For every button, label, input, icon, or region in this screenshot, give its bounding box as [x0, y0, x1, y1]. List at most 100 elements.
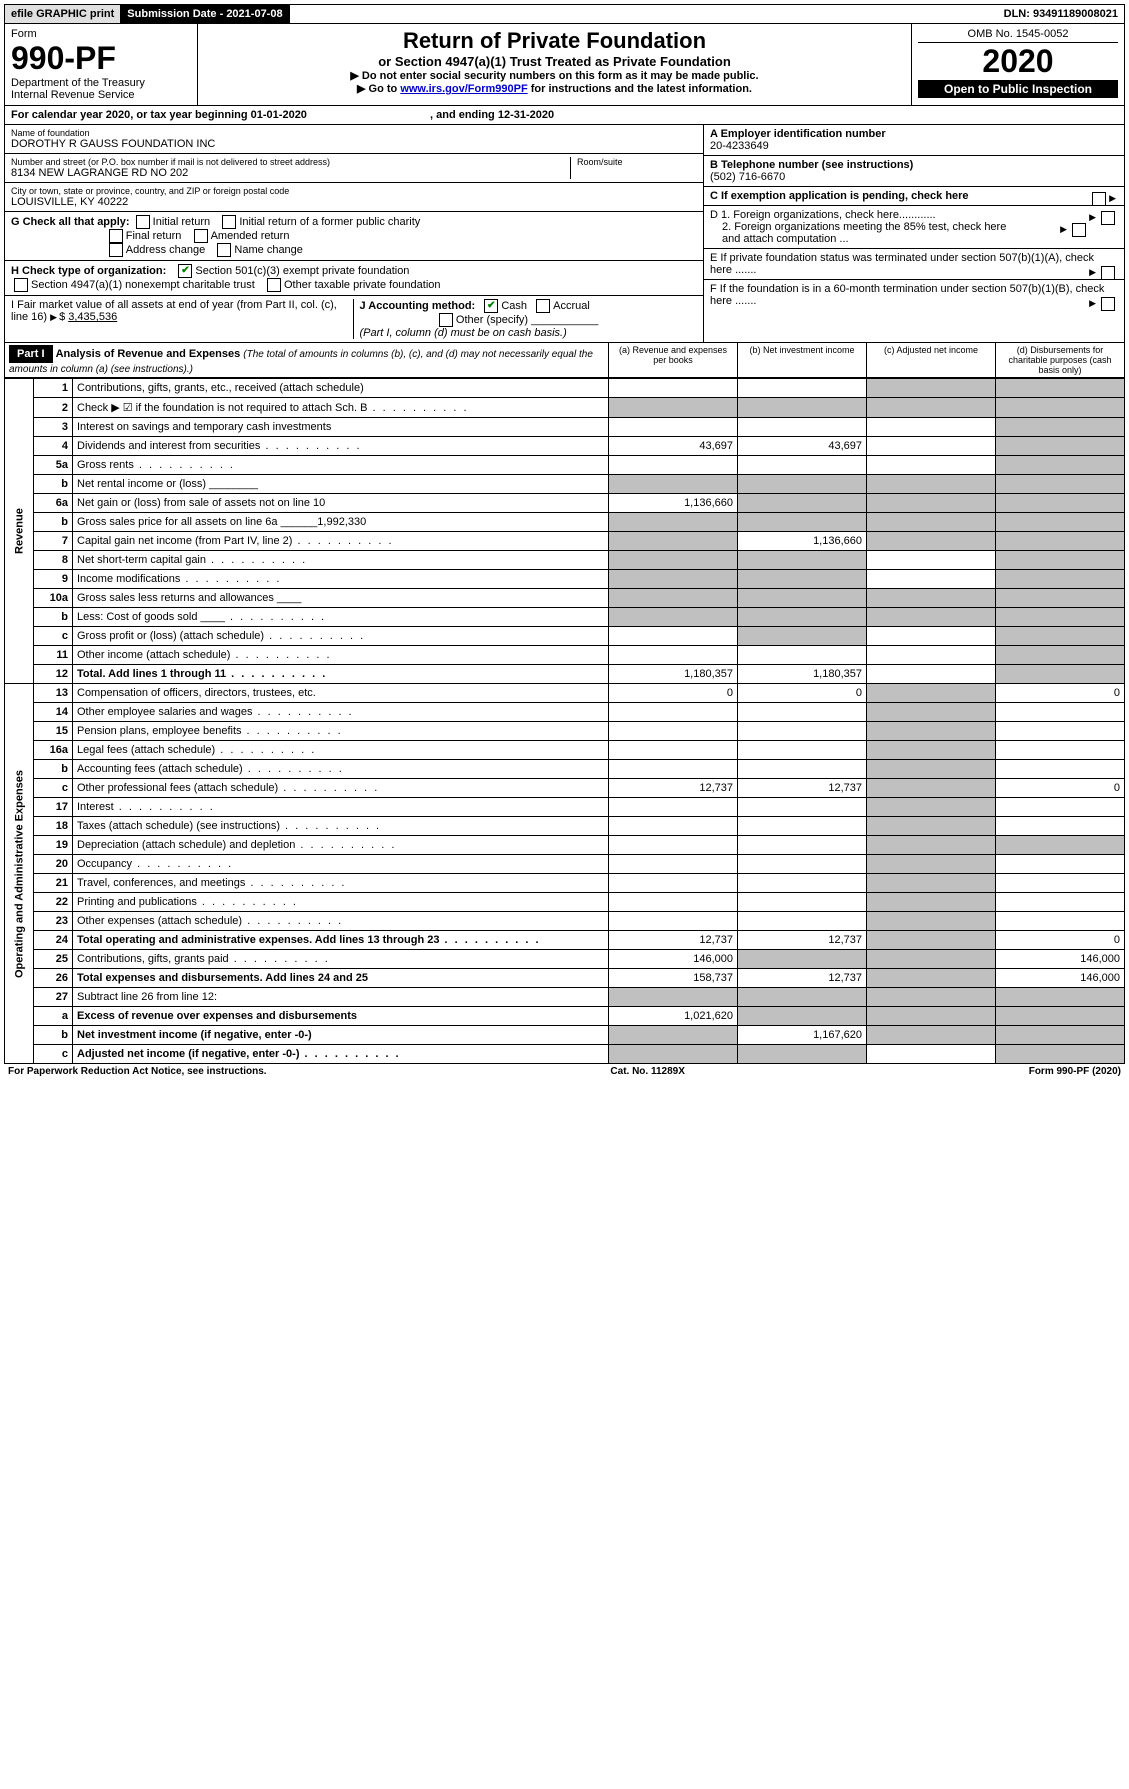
table-cell: [867, 969, 996, 988]
table-cell: [609, 1026, 738, 1045]
table-row: aExcess of revenue over expenses and dis…: [5, 1007, 1125, 1026]
table-cell: 1,167,620: [738, 1026, 867, 1045]
table-cell: [867, 950, 996, 969]
table-cell: [996, 418, 1125, 437]
chk-cash[interactable]: [484, 299, 498, 313]
table-cell: [867, 988, 996, 1007]
line-description: Total operating and administrative expen…: [73, 931, 609, 950]
table-cell: [996, 475, 1125, 494]
line-description: Printing and publications: [73, 893, 609, 912]
revenue-expense-table: Revenue1Contributions, gifts, grants, et…: [4, 378, 1125, 1064]
chk-amended[interactable]: [194, 229, 208, 243]
section-h: H Check type of organization: Section 50…: [5, 261, 703, 296]
top-bar: efile GRAPHIC print Submission Date - 20…: [4, 4, 1125, 24]
table-cell: [996, 1045, 1125, 1064]
table-row: 8Net short-term capital gain: [5, 551, 1125, 570]
col-a-head: (a) Revenue and expenses per books: [609, 343, 738, 377]
table-cell: [609, 570, 738, 589]
line-number: 18: [34, 817, 73, 836]
chk-status-terminated[interactable]: [1101, 266, 1115, 280]
table-cell: [867, 589, 996, 608]
table-cell: [609, 760, 738, 779]
table-cell: [996, 1007, 1125, 1026]
table-cell: [996, 551, 1125, 570]
chk-foreign-85[interactable]: [1072, 223, 1086, 237]
line-number: 23: [34, 912, 73, 931]
chk-4947a1[interactable]: [14, 278, 28, 292]
line-description: Contributions, gifts, grants, etc., rece…: [73, 379, 609, 398]
line-description: Depreciation (attach schedule) and deple…: [73, 836, 609, 855]
line-description: Total expenses and disbursements. Add li…: [73, 969, 609, 988]
table-cell: [738, 703, 867, 722]
table-cell: 12,737: [738, 779, 867, 798]
table-cell: [609, 893, 738, 912]
table-cell: [867, 703, 996, 722]
chk-60-month[interactable]: [1101, 297, 1115, 311]
chk-other-method[interactable]: [439, 313, 453, 327]
line-description: Interest: [73, 798, 609, 817]
table-cell: [867, 836, 996, 855]
f-label: F If the foundation is in a 60-month ter…: [710, 283, 1104, 307]
table-row: 2Check ▶ ☑ if the foundation is not requ…: [5, 398, 1125, 418]
j-note: (Part I, column (d) must be on cash basi…: [360, 327, 567, 339]
table-cell: [867, 722, 996, 741]
line-number: b: [34, 608, 73, 627]
table-row: 22Printing and publications: [5, 893, 1125, 912]
table-cell: [996, 589, 1125, 608]
chk-501c3[interactable]: [178, 264, 192, 278]
opt-accrual: Accrual: [553, 300, 590, 312]
e-label: E If private foundation status was termi…: [710, 252, 1094, 276]
h-label: H Check type of organization:: [11, 265, 166, 277]
col-d-head: (d) Disbursements for charitable purpose…: [996, 343, 1124, 377]
table-cell: [609, 646, 738, 665]
table-cell: [867, 665, 996, 684]
table-cell: 1,136,660: [738, 532, 867, 551]
table-row: bAccounting fees (attach schedule): [5, 760, 1125, 779]
table-cell: [609, 874, 738, 893]
line-description: Accounting fees (attach schedule): [73, 760, 609, 779]
table-row: 14Other employee salaries and wages: [5, 703, 1125, 722]
line-description: Legal fees (attach schedule): [73, 741, 609, 760]
form-number: 990-PF: [11, 40, 191, 77]
chk-final-return[interactable]: [109, 229, 123, 243]
table-cell: [609, 379, 738, 398]
line-description: Other professional fees (attach schedule…: [73, 779, 609, 798]
chk-initial-return[interactable]: [136, 215, 150, 229]
table-cell: [738, 722, 867, 741]
table-row: bGross sales price for all assets on lin…: [5, 513, 1125, 532]
line-description: Subtract line 26 from line 12:: [73, 988, 609, 1007]
chk-name-change[interactable]: [217, 243, 231, 257]
opt-501c3: Section 501(c)(3) exempt private foundat…: [195, 265, 409, 277]
table-cell: [996, 988, 1125, 1007]
chk-accrual[interactable]: [536, 299, 550, 313]
line-number: 5a: [34, 456, 73, 475]
table-cell: [867, 418, 996, 437]
chk-foreign-org[interactable]: [1101, 211, 1115, 225]
table-cell: [867, 855, 996, 874]
table-cell: [738, 646, 867, 665]
line-description: Gross rents: [73, 456, 609, 475]
table-cell: [996, 1026, 1125, 1045]
table-cell: [609, 532, 738, 551]
form990pf-link[interactable]: www.irs.gov/Form990PF: [400, 83, 527, 95]
table-cell: [867, 551, 996, 570]
line-number: a: [34, 1007, 73, 1026]
chk-other-taxable[interactable]: [267, 278, 281, 292]
table-cell: [996, 532, 1125, 551]
chk-exemption-pending[interactable]: [1092, 192, 1106, 206]
table-row: 27Subtract line 26 from line 12:: [5, 988, 1125, 1007]
table-cell: [738, 988, 867, 1007]
table-cell: [738, 760, 867, 779]
city-label: City or town, state or province, country…: [11, 186, 697, 196]
foundation-name: DOROTHY R GAUSS FOUNDATION INC: [11, 138, 697, 150]
table-row: 7Capital gain net income (from Part IV, …: [5, 532, 1125, 551]
chk-address-change[interactable]: [109, 243, 123, 257]
line-number: b: [34, 1026, 73, 1045]
table-cell: [738, 893, 867, 912]
efile-print-button[interactable]: efile GRAPHIC print: [5, 5, 121, 23]
street-address: 8134 NEW LAGRANGE RD NO 202: [11, 167, 570, 179]
line-number: 24: [34, 931, 73, 950]
chk-initial-former[interactable]: [222, 215, 236, 229]
table-row: 6aNet gain or (loss) from sale of assets…: [5, 494, 1125, 513]
line-description: Dividends and interest from securities: [73, 437, 609, 456]
